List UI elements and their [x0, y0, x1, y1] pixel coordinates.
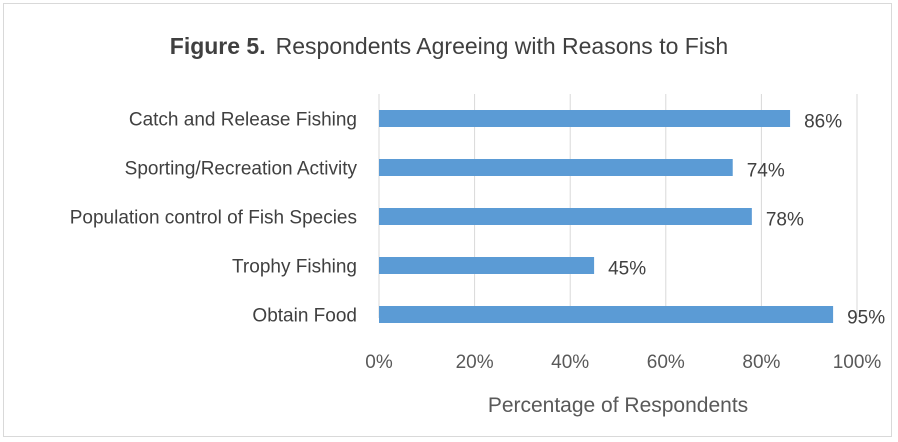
- x-tick-label: 60%: [647, 352, 685, 373]
- chart-title-bold: Figure 5.: [170, 33, 266, 59]
- category-label: Trophy Fishing: [232, 257, 357, 278]
- bars: [379, 110, 834, 323]
- x-tick-label: 40%: [551, 352, 589, 373]
- bar: [379, 257, 595, 274]
- chart-title: Figure 5. Respondents Agreeing with Reas…: [170, 33, 728, 59]
- category-label: Sporting/Recreation Activity: [125, 159, 358, 180]
- bar: [379, 208, 752, 225]
- bar: [379, 306, 834, 323]
- gridlines: [378, 94, 858, 318]
- bar: [379, 159, 733, 176]
- chart-title-text: Respondents Agreeing with Reasons to Fis…: [276, 33, 729, 59]
- data-label: 78%: [766, 210, 804, 231]
- category-label: Obtain Food: [252, 306, 357, 327]
- data-label: 86%: [804, 112, 842, 133]
- x-axis-title: Percentage of Respondents: [488, 394, 748, 417]
- data-label: 74%: [747, 161, 785, 182]
- data-label: 95%: [847, 308, 885, 329]
- x-tick-label: 0%: [365, 352, 393, 373]
- x-tick-label: 100%: [833, 352, 882, 373]
- data-labels: 86% 74% 78% 45% 95%: [608, 112, 885, 329]
- x-tick-label: 80%: [742, 352, 780, 373]
- data-label: 45%: [608, 259, 646, 280]
- category-label: Catch and Release Fishing: [129, 110, 357, 131]
- category-labels: Catch and Release Fishing Sporting/Recrea…: [70, 110, 358, 327]
- bar: [379, 110, 791, 127]
- category-label: Population control of Fish Species: [70, 208, 357, 229]
- x-tick-label: 20%: [456, 352, 494, 373]
- x-tick-labels: 0% 20% 40% 60% 80% 100%: [365, 352, 881, 373]
